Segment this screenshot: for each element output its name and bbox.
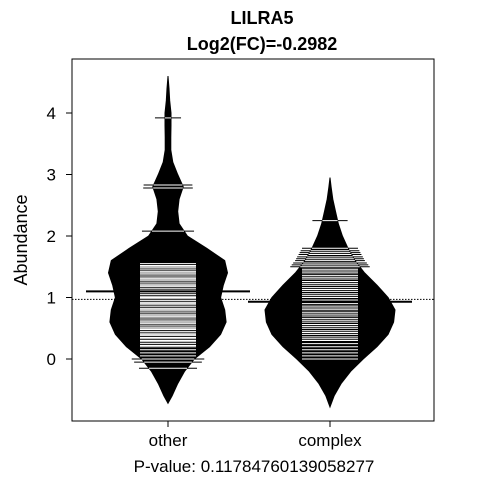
bean-complex <box>264 177 396 409</box>
plot-frame <box>71 58 435 422</box>
chart-title: LILRA5 <box>231 8 294 28</box>
x-axis-label: P-value: 0.11784760139058277 <box>134 457 375 476</box>
chart-subtitle: Log2(FC)=-0.2982 <box>187 34 338 54</box>
x-axis: other complex <box>149 421 362 450</box>
y-axis: 0 1 2 3 4 <box>47 104 72 369</box>
y-tick-label: 1 <box>47 289 56 308</box>
x-tick-label-other: other <box>149 431 188 450</box>
y-tick-label: 0 <box>47 350 56 369</box>
y-axis-label: Abundance <box>11 194 31 285</box>
y-tick-label: 4 <box>47 104 56 123</box>
bean-group <box>72 76 434 409</box>
y-tick-label: 2 <box>47 227 56 246</box>
y-tick-label: 3 <box>47 166 56 185</box>
x-tick-label-complex: complex <box>298 431 362 450</box>
bean-other <box>107 76 229 405</box>
